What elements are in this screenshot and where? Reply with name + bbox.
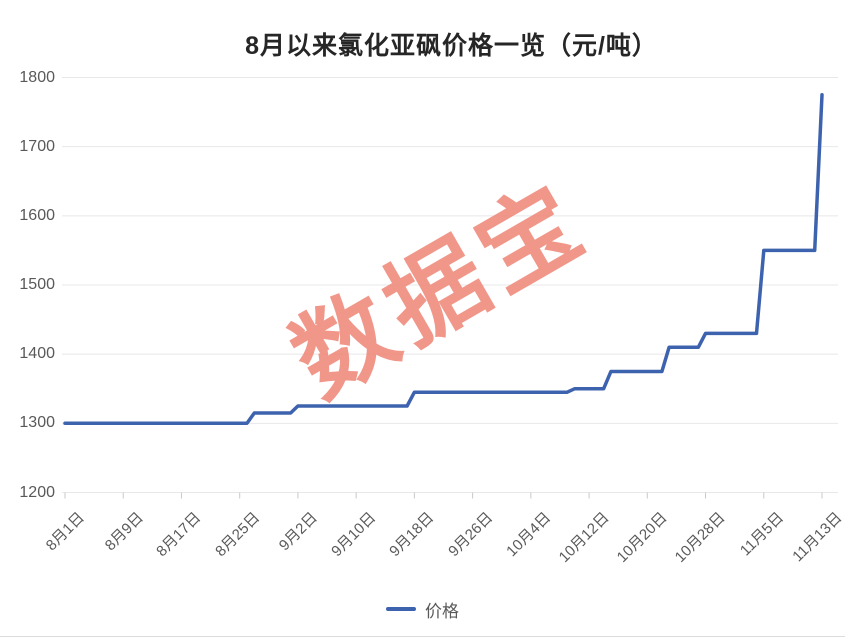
bottom-divider <box>0 636 845 637</box>
x-axis-ticks <box>64 492 823 499</box>
y-axis-label: 1800 <box>19 68 55 86</box>
y-axis-label: 1300 <box>19 414 55 432</box>
legend: 价格 <box>0 597 845 621</box>
y-axis-label: 1200 <box>19 483 55 501</box>
chart-title: 8月以来氯化亚砜价格一览（元/吨） <box>245 32 658 60</box>
price-line-series <box>63 93 824 426</box>
watermark: 数据宝 <box>275 163 605 417</box>
y-axis-label: 1400 <box>19 345 55 363</box>
legend-line-swatch <box>386 607 416 611</box>
y-axis-label: 1700 <box>19 137 55 155</box>
legend-label: 价格 <box>425 601 459 621</box>
y-axis-label: 1600 <box>19 206 55 224</box>
y-axis-label: 1500 <box>19 276 55 293</box>
